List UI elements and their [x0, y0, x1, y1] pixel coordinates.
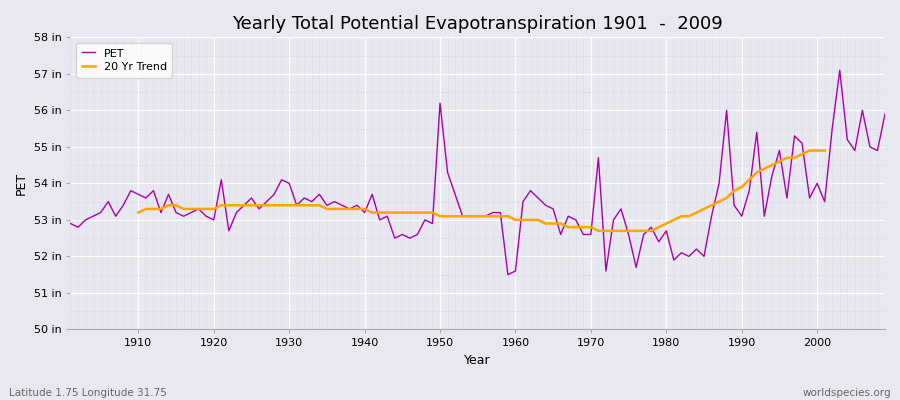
PET [879, 112, 890, 116]
20 Yr Trend [540, 221, 551, 226]
X-axis label: Year: Year [464, 354, 491, 367]
Y-axis label: PET: PET [15, 172, 28, 195]
PET [65, 221, 76, 226]
20 Yr Trend [691, 210, 702, 215]
PET [292, 203, 302, 208]
20 Yr Trend [805, 148, 815, 153]
20 Yr Trend [133, 210, 144, 215]
20 Yr Trend [646, 228, 657, 233]
PET [510, 269, 521, 274]
PET [518, 199, 528, 204]
PET [608, 218, 619, 222]
PET [337, 203, 347, 208]
Text: worldspecies.org: worldspecies.org [803, 388, 891, 398]
PET [502, 272, 513, 277]
20 Yr Trend [676, 214, 687, 219]
PET [125, 188, 136, 193]
20 Yr Trend [819, 148, 830, 153]
20 Yr Trend [683, 214, 694, 219]
Title: Yearly Total Potential Evapotranspiration 1901  -  2009: Yearly Total Potential Evapotranspiratio… [232, 15, 723, 33]
Text: Latitude 1.75 Longitude 31.75: Latitude 1.75 Longitude 31.75 [9, 388, 166, 398]
PET [834, 68, 845, 72]
20 Yr Trend [593, 228, 604, 233]
Legend: PET, 20 Yr Trend: PET, 20 Yr Trend [76, 43, 173, 78]
Line: 20 Yr Trend: 20 Yr Trend [139, 150, 824, 231]
20 Yr Trend [714, 199, 724, 204]
Line: PET: PET [70, 70, 885, 275]
